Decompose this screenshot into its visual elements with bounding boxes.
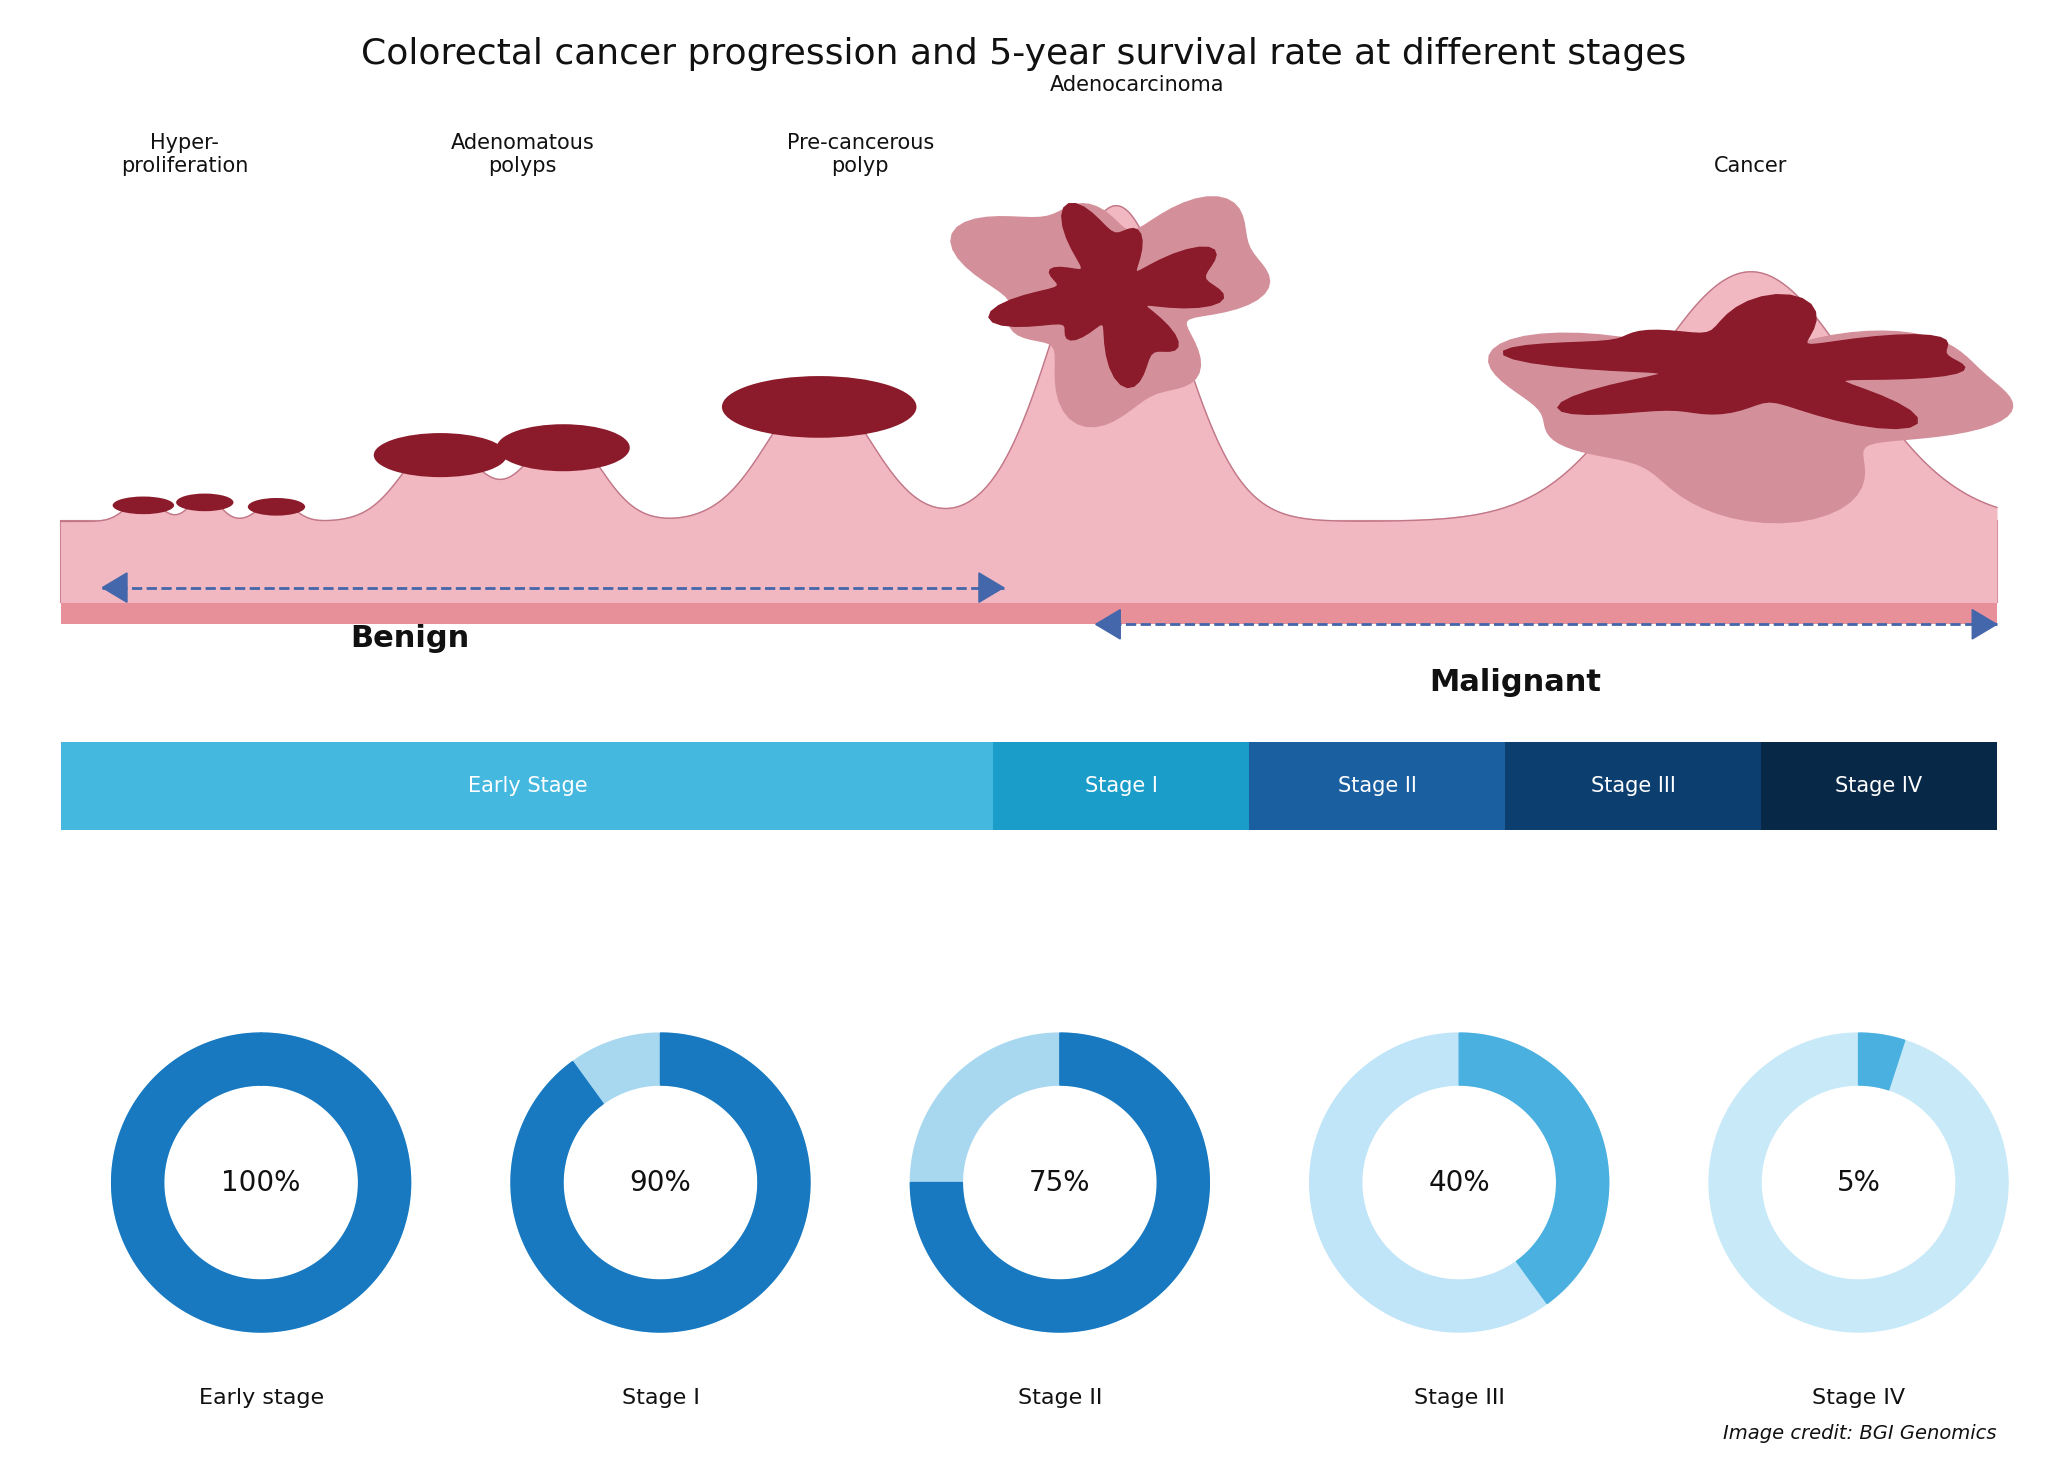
Text: Stage II: Stage II bbox=[1018, 1388, 1102, 1409]
Text: Cancer: Cancer bbox=[1714, 156, 1788, 176]
Bar bbox=[61, 742, 993, 830]
Polygon shape bbox=[1972, 610, 1997, 639]
Text: Image credit: BGI Genomics: Image credit: BGI Genomics bbox=[1722, 1423, 1997, 1443]
Polygon shape bbox=[979, 573, 1004, 602]
Polygon shape bbox=[61, 206, 1997, 602]
Polygon shape bbox=[911, 1033, 1208, 1332]
Text: Hyper-
proliferation: Hyper- proliferation bbox=[121, 134, 248, 176]
Text: Stage III: Stage III bbox=[1591, 776, 1675, 796]
Text: Adenomatous
polyps: Adenomatous polyps bbox=[451, 134, 594, 176]
Polygon shape bbox=[113, 1033, 410, 1332]
Bar bbox=[993, 742, 1249, 830]
Polygon shape bbox=[1860, 1033, 1905, 1090]
Text: Early Stage: Early Stage bbox=[467, 776, 588, 796]
Text: Colorectal cancer progression and 5-year survival rate at different stages: Colorectal cancer progression and 5-year… bbox=[360, 37, 1688, 71]
Text: Stage I: Stage I bbox=[621, 1388, 700, 1409]
Text: Stage IV: Stage IV bbox=[1812, 1388, 1905, 1409]
Ellipse shape bbox=[373, 433, 508, 477]
Text: Malignant: Malignant bbox=[1430, 668, 1602, 698]
Text: Benign: Benign bbox=[350, 624, 469, 654]
Ellipse shape bbox=[176, 494, 233, 511]
Ellipse shape bbox=[113, 497, 174, 514]
Polygon shape bbox=[512, 1033, 809, 1332]
Text: Stage I: Stage I bbox=[1085, 776, 1157, 796]
Polygon shape bbox=[911, 1033, 1208, 1332]
Ellipse shape bbox=[498, 425, 631, 472]
Text: 40%: 40% bbox=[1427, 1168, 1491, 1197]
Polygon shape bbox=[102, 573, 127, 602]
Polygon shape bbox=[989, 204, 1223, 388]
Text: Stage III: Stage III bbox=[1413, 1388, 1505, 1409]
Polygon shape bbox=[1710, 1033, 2007, 1332]
Polygon shape bbox=[1311, 1033, 1608, 1332]
Polygon shape bbox=[512, 1033, 809, 1332]
Text: 75%: 75% bbox=[1028, 1168, 1092, 1197]
Polygon shape bbox=[1096, 610, 1120, 639]
Bar bbox=[1761, 742, 1997, 830]
Ellipse shape bbox=[248, 498, 305, 516]
Polygon shape bbox=[950, 197, 1270, 426]
Bar bbox=[1505, 742, 1761, 830]
Text: 100%: 100% bbox=[221, 1168, 301, 1197]
Text: Pre-cancerous
polyp: Pre-cancerous polyp bbox=[786, 134, 934, 176]
Text: 5%: 5% bbox=[1837, 1168, 1880, 1197]
Ellipse shape bbox=[723, 376, 918, 438]
Text: Adenocarcinoma: Adenocarcinoma bbox=[1049, 75, 1225, 95]
Polygon shape bbox=[1458, 1033, 1608, 1303]
Polygon shape bbox=[113, 1033, 410, 1332]
Bar bbox=[61, 521, 1997, 602]
Text: Stage II: Stage II bbox=[1337, 776, 1417, 796]
Text: 90%: 90% bbox=[629, 1168, 692, 1197]
Text: Stage IV: Stage IV bbox=[1835, 776, 1923, 796]
Text: Early stage: Early stage bbox=[199, 1388, 324, 1409]
Polygon shape bbox=[1503, 295, 1964, 429]
Bar bbox=[61, 598, 1997, 624]
Bar bbox=[1249, 742, 1505, 830]
Polygon shape bbox=[1489, 331, 2013, 523]
